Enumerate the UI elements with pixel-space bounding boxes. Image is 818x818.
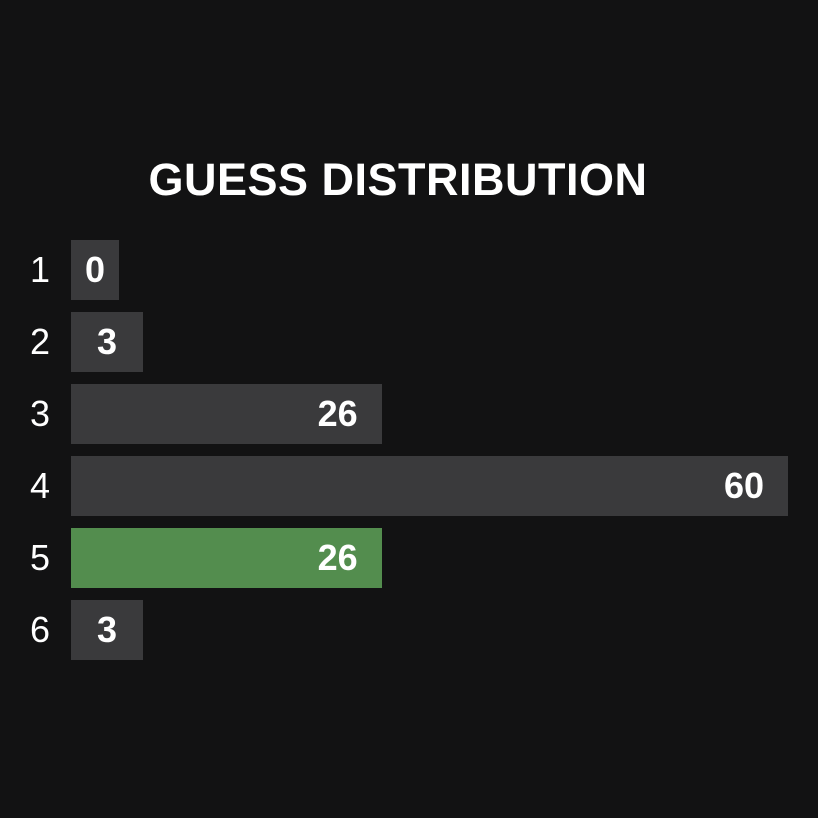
guess-number-label: 2 bbox=[30, 321, 51, 362]
bar-value-label: 60 bbox=[723, 465, 764, 506]
distribution-row: 5 26 bbox=[30, 528, 800, 588]
distribution-bar: 26 bbox=[71, 528, 382, 588]
distribution-bar: 3 bbox=[71, 600, 143, 660]
distribution-bar: 26 bbox=[71, 384, 382, 444]
guess-number-label: 4 bbox=[30, 465, 51, 506]
bar-value-label: 3 bbox=[96, 609, 118, 650]
bar-value-label: 26 bbox=[317, 537, 358, 578]
guess-number-label: 3 bbox=[30, 393, 51, 434]
distribution-bar: 60 bbox=[71, 456, 788, 516]
guess-number-label: 6 bbox=[30, 609, 51, 650]
distribution-bar: 3 bbox=[71, 312, 143, 372]
bar-value-label: 3 bbox=[96, 321, 118, 362]
guess-distribution-chart: 1 0 2 3 3 26 4 60 5 26 6 3 bbox=[30, 240, 800, 672]
distribution-bar: 0 bbox=[71, 240, 119, 300]
guess-number-label: 1 bbox=[30, 249, 51, 290]
bar-value-label: 26 bbox=[317, 393, 358, 434]
guess-number-label: 5 bbox=[30, 537, 51, 578]
bar-value-label: 0 bbox=[84, 249, 106, 290]
chart-title: GUESS DISTRIBUTION bbox=[148, 154, 648, 205]
distribution-row: 3 26 bbox=[30, 384, 800, 444]
distribution-row: 4 60 bbox=[30, 456, 800, 516]
